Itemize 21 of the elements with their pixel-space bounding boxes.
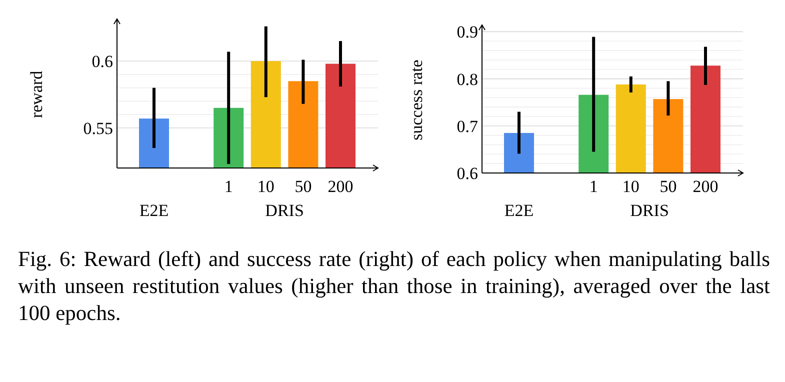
text: DRIS: [265, 201, 304, 220]
y-axis-title: success rate: [407, 60, 426, 140]
x-tick-label: 1: [224, 177, 233, 196]
y-tick-label: 0.6: [456, 164, 478, 183]
y-tick-label: 0.7: [456, 116, 478, 136]
text: DRIS: [630, 201, 669, 220]
text: E2E: [504, 201, 534, 220]
y-tick-label: 0.6: [92, 52, 113, 72]
y-tick-label: 0.8: [456, 70, 478, 89]
text: E2E: [139, 201, 169, 220]
x-tick-label: 1: [589, 177, 598, 196]
y-tick-label: 0.9: [456, 22, 478, 42]
y-tick-label: 0.55: [83, 118, 113, 138]
x-tick-label: 50: [660, 177, 677, 196]
x-tick-label: 50: [294, 177, 312, 196]
x-tick-label: 200: [328, 177, 354, 196]
x-tick-label: 10: [622, 177, 640, 196]
x-tick-label: 10: [257, 177, 274, 196]
x-tick-label: 200: [692, 177, 718, 196]
y-axis-title: reward: [27, 70, 46, 118]
caption: Fig. 6: Reward (left) and success rate (right) of each policy when manipulating balls with unseen restitution values (higher than those in training), averaged over the last 100 epochs.: [18, 246, 770, 327]
